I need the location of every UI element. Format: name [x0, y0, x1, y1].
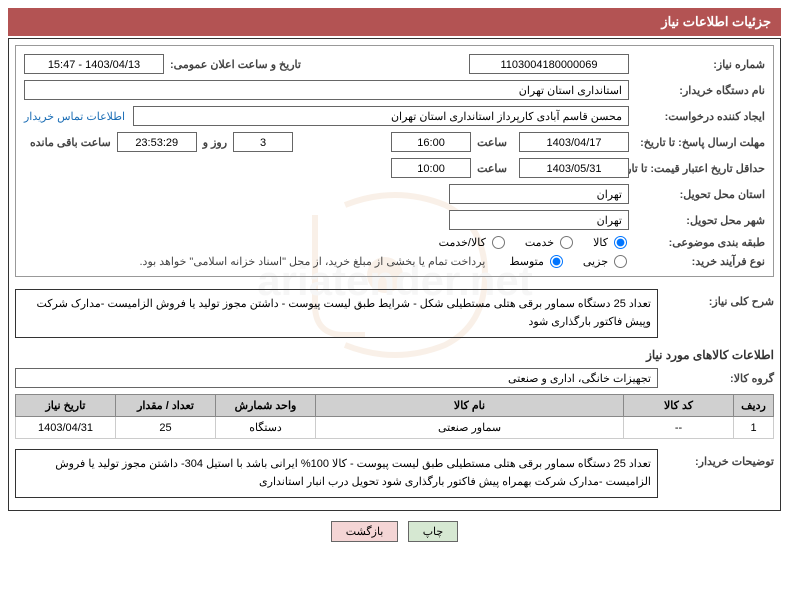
remain-label: ساعت باقی مانده: [30, 136, 111, 149]
th-date: تاریخ نیاز: [16, 395, 116, 417]
remain-days-field: 3: [233, 132, 293, 152]
back-button[interactable]: بازگشت: [331, 521, 399, 542]
th-idx: ردیف: [734, 395, 774, 417]
proc-type-label: نوع فرآیند خرید:: [635, 255, 765, 268]
td-unit: دستگاه: [216, 417, 316, 439]
day-and-label: روز و: [203, 136, 227, 149]
requester-field: محسن قاسم آبادی کارپرداز استانداری استان…: [133, 106, 629, 126]
buyer-notes-label: توضیحات خریدار:: [664, 449, 774, 468]
print-button[interactable]: چاپ: [408, 521, 459, 542]
contact-link[interactable]: اطلاعات تماس خریدار: [24, 110, 125, 123]
topic-opt-2: کالا/خدمت: [439, 236, 486, 249]
reply-time-field: 16:00: [391, 132, 471, 152]
buyer-org-field: استانداری استان تهران: [24, 80, 629, 100]
reply-deadline-label: مهلت ارسال پاسخ: تا تاریخ:: [635, 136, 765, 149]
topic-opt-0: کالا: [593, 236, 608, 249]
payment-note: پرداخت تمام یا بخشی از مبلغ خرید، از محل…: [140, 255, 486, 268]
proc-radio-minor[interactable]: [614, 255, 627, 268]
delivery-city-field: تهران: [449, 210, 629, 230]
topic-radio-goods[interactable]: [614, 236, 627, 249]
td-name: سماور صنعتی: [316, 417, 624, 439]
announce-dt-field: 1403/04/13 - 15:47: [24, 54, 164, 74]
proc-opt-0: جزیی: [583, 255, 608, 268]
overall-desc-box: تعداد 25 دستگاه سماور برقی هتلی مستطیلی …: [15, 289, 658, 338]
goods-group-field: تجهیزات خانگی، اداری و صنعتی: [15, 368, 658, 388]
proc-radio-group: جزیی متوسط: [495, 255, 629, 268]
price-valid-label: حداقل تاریخ اعتبار قیمت: تا تاریخ:: [635, 162, 765, 175]
table-row: 1 -- سماور صنعتی دستگاه 25 1403/04/31: [16, 417, 774, 439]
overall-desc-label: شرح کلی نیاز:: [664, 289, 774, 308]
need-no-label: شماره نیاز:: [635, 58, 765, 71]
th-unit: واحد شمارش: [216, 395, 316, 417]
main-panel: شماره نیاز: 1103004180000069 تاریخ و ساع…: [8, 38, 781, 511]
price-hour-label: ساعت: [477, 162, 507, 175]
panel-header: جزئیات اطلاعات نیاز: [8, 8, 781, 36]
delivery-prov-field: تهران: [449, 184, 629, 204]
topic-cat-label: طبقه بندی موضوعی:: [635, 236, 765, 249]
price-time-field: 10:00: [391, 158, 471, 178]
buyer-org-label: نام دستگاه خریدار:: [635, 84, 765, 97]
delivery-city-label: شهر محل تحویل:: [635, 214, 765, 227]
requester-label: ایجاد کننده درخواست:: [635, 110, 765, 123]
td-code: --: [624, 417, 734, 439]
topic-radio-both[interactable]: [492, 236, 505, 249]
goods-group-label: گروه کالا:: [664, 372, 774, 385]
remain-time-field: 23:53:29: [117, 132, 197, 152]
proc-radio-medium[interactable]: [550, 255, 563, 268]
buyer-notes-box: تعداد 25 دستگاه سماور برقی هتلی مستطیلی …: [15, 449, 658, 498]
topic-radio-service[interactable]: [560, 236, 573, 249]
reply-date-field: 1403/04/17: [519, 132, 629, 152]
td-date: 1403/04/31: [16, 417, 116, 439]
reply-hour-label: ساعت: [477, 136, 507, 149]
topic-radio-group: کالا خدمت کالا/خدمت: [425, 236, 629, 249]
th-name: نام کالا: [316, 395, 624, 417]
proc-opt-1: متوسط: [509, 255, 544, 268]
form-section: شماره نیاز: 1103004180000069 تاریخ و ساع…: [15, 45, 774, 277]
th-qty: تعداد / مقدار: [116, 395, 216, 417]
announce-dt-label: تاریخ و ساعت اعلان عمومی:: [170, 58, 301, 71]
table-header-row: ردیف کد کالا نام کالا واحد شمارش تعداد /…: [16, 395, 774, 417]
need-no-field: 1103004180000069: [469, 54, 629, 74]
button-row: چاپ بازگشت: [8, 521, 781, 542]
delivery-prov-label: استان محل تحویل:: [635, 188, 765, 201]
th-code: کد کالا: [624, 395, 734, 417]
goods-table: ردیف کد کالا نام کالا واحد شمارش تعداد /…: [15, 394, 774, 439]
price-date-field: 1403/05/31: [519, 158, 629, 178]
td-qty: 25: [116, 417, 216, 439]
goods-info-title: اطلاعات کالاهای مورد نیاز: [15, 348, 774, 362]
panel-title: جزئیات اطلاعات نیاز: [661, 14, 771, 29]
td-idx: 1: [734, 417, 774, 439]
topic-opt-1: خدمت: [525, 236, 554, 249]
